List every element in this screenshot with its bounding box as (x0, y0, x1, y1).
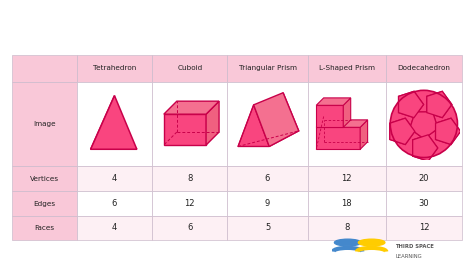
Bar (152, 191, 228, 216)
Text: THIRD SPACE: THIRD SPACE (395, 244, 434, 249)
Bar (77, 216, 152, 240)
Text: 18: 18 (341, 199, 352, 208)
Bar (152, 82, 228, 166)
Bar (386, 55, 462, 82)
Text: 6: 6 (112, 199, 117, 208)
Bar (308, 82, 386, 166)
Polygon shape (316, 98, 351, 105)
Polygon shape (254, 93, 299, 147)
Polygon shape (413, 135, 438, 161)
Text: LEARNING: LEARNING (395, 254, 422, 259)
Text: 20: 20 (419, 174, 429, 183)
Bar (152, 166, 228, 191)
Polygon shape (91, 127, 137, 149)
Polygon shape (427, 91, 452, 118)
Polygon shape (343, 98, 351, 127)
Polygon shape (164, 101, 219, 114)
Polygon shape (238, 105, 269, 147)
Text: Faces, edges and vertices: Faces, edges and vertices (12, 21, 306, 40)
Text: 4: 4 (112, 224, 117, 233)
Bar (12, 55, 77, 82)
Polygon shape (316, 105, 343, 127)
Text: Triangular Prism: Triangular Prism (238, 65, 297, 71)
Bar (386, 216, 462, 240)
Polygon shape (436, 118, 461, 144)
Text: Faces: Faces (34, 225, 55, 231)
Text: Tetrahedron: Tetrahedron (93, 65, 136, 71)
Polygon shape (399, 91, 424, 118)
Bar (386, 191, 462, 216)
Text: 5: 5 (265, 224, 270, 233)
Polygon shape (413, 135, 438, 161)
Text: 4: 4 (112, 174, 117, 183)
Bar (152, 216, 228, 240)
Text: 8: 8 (187, 174, 192, 183)
Bar (308, 166, 386, 191)
Polygon shape (436, 118, 461, 144)
Polygon shape (410, 112, 438, 139)
Bar (77, 82, 152, 166)
Circle shape (358, 239, 385, 246)
Bar (77, 166, 152, 191)
Bar (12, 216, 77, 240)
Bar (228, 55, 308, 82)
Text: 12: 12 (341, 174, 352, 183)
Circle shape (391, 91, 457, 157)
Bar (308, 191, 386, 216)
Polygon shape (390, 118, 415, 144)
Text: 12: 12 (184, 199, 195, 208)
Polygon shape (390, 118, 415, 144)
Polygon shape (316, 120, 368, 127)
Bar (386, 166, 462, 191)
Bar (77, 55, 152, 82)
Polygon shape (206, 101, 219, 145)
Polygon shape (399, 91, 424, 118)
Text: Image: Image (33, 121, 56, 127)
Bar (386, 82, 462, 166)
Polygon shape (360, 120, 368, 149)
Bar (228, 191, 308, 216)
Text: 30: 30 (419, 199, 429, 208)
Text: 6: 6 (265, 174, 270, 183)
Polygon shape (91, 96, 115, 149)
Text: L-Shaped Prism: L-Shaped Prism (319, 65, 374, 71)
Polygon shape (427, 91, 452, 118)
Text: 9: 9 (265, 199, 270, 208)
Text: 12: 12 (419, 224, 429, 233)
Bar (12, 82, 77, 166)
Text: Edges: Edges (33, 200, 55, 207)
Bar (228, 216, 308, 240)
Polygon shape (410, 112, 438, 139)
Text: Vertices: Vertices (30, 176, 59, 182)
Text: 8: 8 (344, 224, 349, 233)
Text: Dodecahedron: Dodecahedron (397, 65, 450, 71)
Text: Cuboid: Cuboid (177, 65, 202, 71)
Bar (12, 191, 77, 216)
Polygon shape (269, 93, 299, 147)
Polygon shape (316, 127, 360, 149)
Text: 6: 6 (187, 224, 192, 233)
Bar (12, 166, 77, 191)
Circle shape (335, 239, 361, 246)
Bar (152, 55, 228, 82)
Bar (308, 55, 386, 82)
Bar (228, 166, 308, 191)
Bar (308, 216, 386, 240)
Bar (77, 191, 152, 216)
Polygon shape (91, 96, 137, 149)
Bar (228, 82, 308, 166)
Polygon shape (164, 114, 206, 145)
